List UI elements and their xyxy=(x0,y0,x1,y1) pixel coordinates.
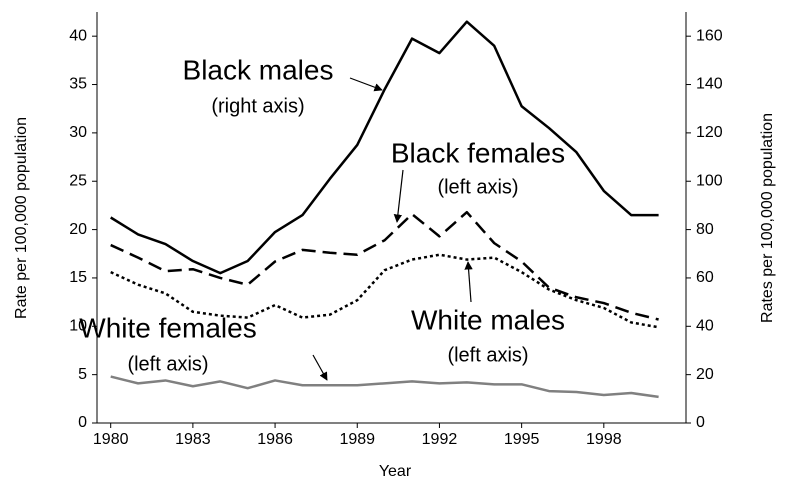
y2-tick-label: 0 xyxy=(696,414,705,431)
x-tick-label: 1995 xyxy=(504,431,540,448)
annotation: (left axis) xyxy=(447,344,528,366)
annotation: (left axis) xyxy=(127,353,208,375)
y2-tick-label: 40 xyxy=(696,318,714,335)
series-line xyxy=(110,20,659,275)
arrow xyxy=(464,261,473,303)
x-tick-label: 1989 xyxy=(339,431,375,448)
series-line xyxy=(110,253,659,329)
y2-tick-label: 80 xyxy=(696,221,714,238)
y2-tick-label: 20 xyxy=(696,366,714,383)
annotation: (right axis) xyxy=(211,95,304,117)
x-tick-label: 1983 xyxy=(175,431,211,448)
annotation: White males xyxy=(411,304,565,335)
x-tick-label: 1980 xyxy=(93,431,129,448)
annotation: (left axis) xyxy=(437,176,518,198)
y-tick-label: 30 xyxy=(69,124,87,141)
y-tick-label: 0 xyxy=(78,414,87,431)
y-tick-label: 15 xyxy=(69,269,87,286)
x-axis-title: Year xyxy=(379,463,412,480)
y-axis-title: Rate per 100,000 population xyxy=(13,117,30,319)
y-tick-label: 5 xyxy=(78,366,87,383)
y2-tick-label: 120 xyxy=(696,124,723,141)
y-tick-label: 35 xyxy=(69,76,87,93)
y-tick-label: 10 xyxy=(69,318,87,335)
y-tick-label: 25 xyxy=(69,172,87,189)
y2-tick-label: 140 xyxy=(696,76,723,93)
y2-tick-label: 160 xyxy=(696,27,723,44)
series-line xyxy=(110,375,659,399)
x-tick-label: 1986 xyxy=(257,431,293,448)
arrow xyxy=(393,169,404,223)
series-line xyxy=(110,210,659,321)
y-tick-label: 40 xyxy=(69,27,87,44)
y-tick-label: 20 xyxy=(69,221,87,238)
y2-axis-title: Rates per 100,000 population xyxy=(759,113,776,323)
arrow xyxy=(349,77,383,92)
annotation: Black females xyxy=(391,137,565,168)
y2-tick-label: 60 xyxy=(696,269,714,286)
x-tick-label: 1998 xyxy=(586,431,622,448)
y2-tick-label: 100 xyxy=(696,172,723,189)
annotation: White females xyxy=(79,312,256,343)
arrow xyxy=(312,354,328,381)
x-tick-label: 1992 xyxy=(422,431,458,448)
annotation: Black males xyxy=(183,54,334,85)
